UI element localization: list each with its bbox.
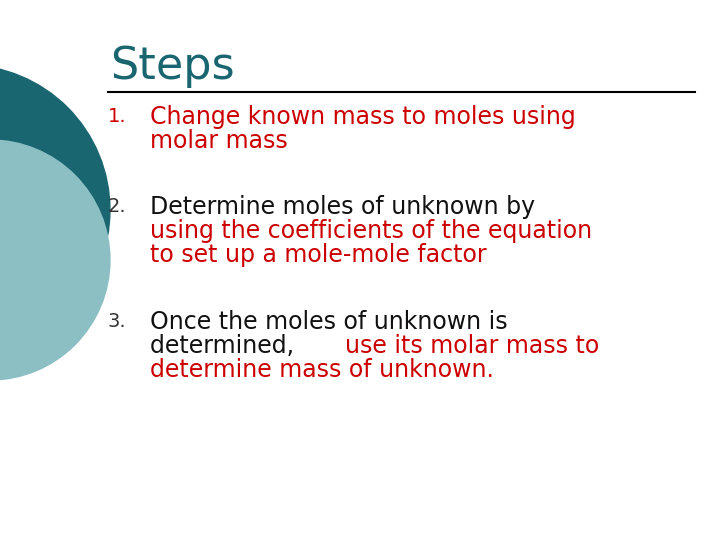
Text: using the coefficients of the equation: using the coefficients of the equation (150, 219, 592, 243)
Circle shape (0, 65, 110, 355)
Text: determined,: determined, (150, 334, 302, 358)
Text: use its molar mass to: use its molar mass to (346, 334, 600, 358)
Text: molar mass: molar mass (150, 129, 288, 153)
Text: to set up a mole-mole factor: to set up a mole-mole factor (150, 243, 487, 267)
Text: 1.: 1. (108, 107, 127, 126)
Text: Steps: Steps (110, 45, 235, 88)
Text: Change known mass to moles using: Change known mass to moles using (150, 105, 576, 129)
Circle shape (0, 140, 110, 380)
Text: 3.: 3. (108, 312, 127, 331)
Text: Once the moles of unknown is: Once the moles of unknown is (150, 310, 508, 334)
Text: Determine moles of unknown by: Determine moles of unknown by (150, 195, 535, 219)
Text: determine mass of unknown.: determine mass of unknown. (150, 358, 494, 382)
Text: 2.: 2. (108, 197, 127, 216)
